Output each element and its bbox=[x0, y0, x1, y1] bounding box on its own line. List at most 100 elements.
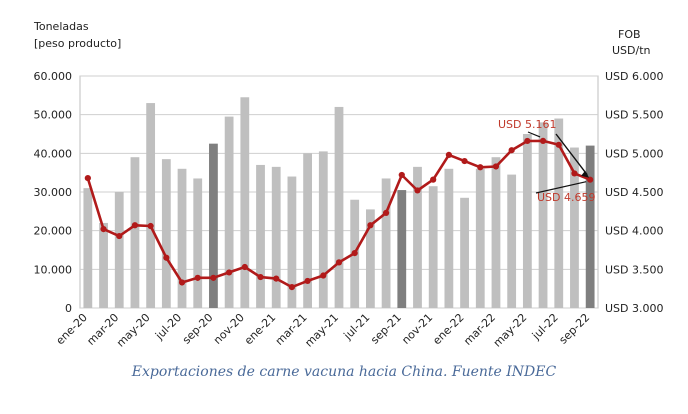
bar bbox=[334, 106, 344, 308]
right-tick-label: USD 4.500 bbox=[605, 186, 664, 199]
right-tick-label: USD 5.000 bbox=[605, 147, 664, 160]
left-axis-title-line-2: [peso producto] bbox=[34, 37, 121, 50]
price-point bbox=[178, 279, 186, 286]
bar bbox=[161, 159, 171, 308]
left-tick-label: 40.000 bbox=[34, 147, 73, 160]
plot-area: 0 10.000 20.000 30.000 40.000 50.000 60.000 USD… bbox=[34, 70, 664, 350]
price-point bbox=[273, 275, 280, 282]
bar bbox=[507, 174, 517, 308]
price-point bbox=[210, 274, 217, 281]
price-point bbox=[100, 226, 107, 233]
bar bbox=[193, 178, 203, 308]
annotation-arrowhead bbox=[581, 170, 590, 178]
bar bbox=[177, 168, 187, 308]
price-point bbox=[398, 171, 405, 179]
bar bbox=[570, 147, 579, 308]
x-tick-label: sep-20 bbox=[180, 311, 216, 347]
price-point bbox=[147, 222, 154, 230]
price-point bbox=[351, 249, 358, 257]
bar bbox=[256, 164, 265, 308]
left-tick-label: 60.000 bbox=[34, 70, 73, 83]
bar bbox=[381, 178, 391, 308]
annotation-leader bbox=[535, 181, 587, 194]
x-tick-label: sep-22 bbox=[557, 311, 593, 347]
bar bbox=[365, 209, 375, 308]
price-point bbox=[524, 137, 531, 145]
annotation-arrow bbox=[555, 133, 588, 176]
price-point bbox=[367, 222, 374, 229]
right-axis-title-line-1: FOB bbox=[618, 28, 641, 41]
bar bbox=[554, 118, 564, 309]
bar-highlight bbox=[397, 190, 407, 308]
x-tick-label: ene-20 bbox=[54, 311, 90, 347]
bar-highlight bbox=[585, 145, 595, 308]
right-tick-label: USD 3.500 bbox=[605, 263, 664, 276]
price-point bbox=[226, 269, 233, 276]
price-point bbox=[320, 272, 327, 279]
left-tick-label: 20.000 bbox=[34, 225, 73, 238]
x-tick-label: may-21 bbox=[302, 311, 341, 350]
bar-highlight bbox=[209, 143, 218, 308]
annotation-leader bbox=[527, 131, 541, 138]
bar bbox=[460, 197, 469, 308]
price-point bbox=[335, 259, 343, 266]
bar bbox=[287, 176, 297, 308]
price-point bbox=[84, 174, 91, 182]
price-point bbox=[445, 151, 452, 158]
price-point bbox=[571, 170, 578, 177]
bar bbox=[99, 222, 108, 308]
right-tick-label: USD 4.000 bbox=[605, 225, 664, 238]
price-point bbox=[382, 209, 390, 216]
bar bbox=[444, 168, 454, 308]
bar bbox=[428, 186, 438, 308]
bar bbox=[130, 157, 140, 308]
price-point bbox=[508, 147, 515, 154]
price-point bbox=[430, 176, 437, 183]
bar bbox=[114, 192, 124, 308]
right-tick-label: USD 6.000 bbox=[605, 70, 664, 83]
x-tick-label: may-22 bbox=[491, 311, 530, 350]
bar bbox=[83, 188, 93, 308]
x-tick-label: sep-21 bbox=[368, 311, 404, 347]
annotation-last-price: USD 4.659 bbox=[537, 191, 596, 204]
annotation-max-price: USD 5.161 bbox=[498, 118, 557, 131]
price-point bbox=[257, 273, 264, 281]
price-point bbox=[492, 163, 500, 170]
price-point bbox=[304, 277, 311, 285]
left-tick-label: 10.000 bbox=[34, 263, 73, 276]
x-tick-label: ene-21 bbox=[242, 311, 278, 347]
bar bbox=[475, 168, 485, 308]
left-tick-label: 30.000 bbox=[34, 186, 73, 199]
bar bbox=[271, 166, 281, 308]
bar bbox=[224, 116, 234, 308]
price-point bbox=[539, 137, 547, 144]
price-point bbox=[555, 141, 562, 148]
price-point bbox=[477, 164, 484, 171]
price-point bbox=[241, 263, 248, 271]
price-point bbox=[414, 187, 421, 194]
bar bbox=[413, 166, 422, 308]
left-axis-title-line-1: Toneladas bbox=[33, 20, 89, 33]
x-tick-label: nov-20 bbox=[211, 311, 247, 347]
bar bbox=[240, 97, 250, 309]
bar bbox=[538, 122, 548, 309]
right-tick-label: USD 5.500 bbox=[605, 109, 664, 122]
left-tick-label: 0 bbox=[65, 302, 72, 315]
bar bbox=[146, 103, 156, 308]
price-point bbox=[131, 222, 139, 229]
bar bbox=[318, 151, 328, 308]
bar bbox=[491, 157, 501, 308]
price-point bbox=[194, 274, 201, 281]
bar bbox=[303, 153, 313, 308]
price-point bbox=[288, 284, 296, 291]
price-point bbox=[163, 254, 170, 261]
chart-caption: Exportaciones de carne vacuna hacia Chin… bbox=[131, 364, 557, 380]
x-tick-label: nov-21 bbox=[399, 311, 435, 347]
price-point bbox=[461, 157, 468, 165]
bar bbox=[522, 134, 532, 308]
left-tick-label: 50.000 bbox=[34, 109, 73, 122]
x-tick-label: may-20 bbox=[114, 311, 153, 350]
price-point bbox=[587, 176, 594, 183]
right-tick-label: USD 3.000 bbox=[605, 302, 664, 315]
